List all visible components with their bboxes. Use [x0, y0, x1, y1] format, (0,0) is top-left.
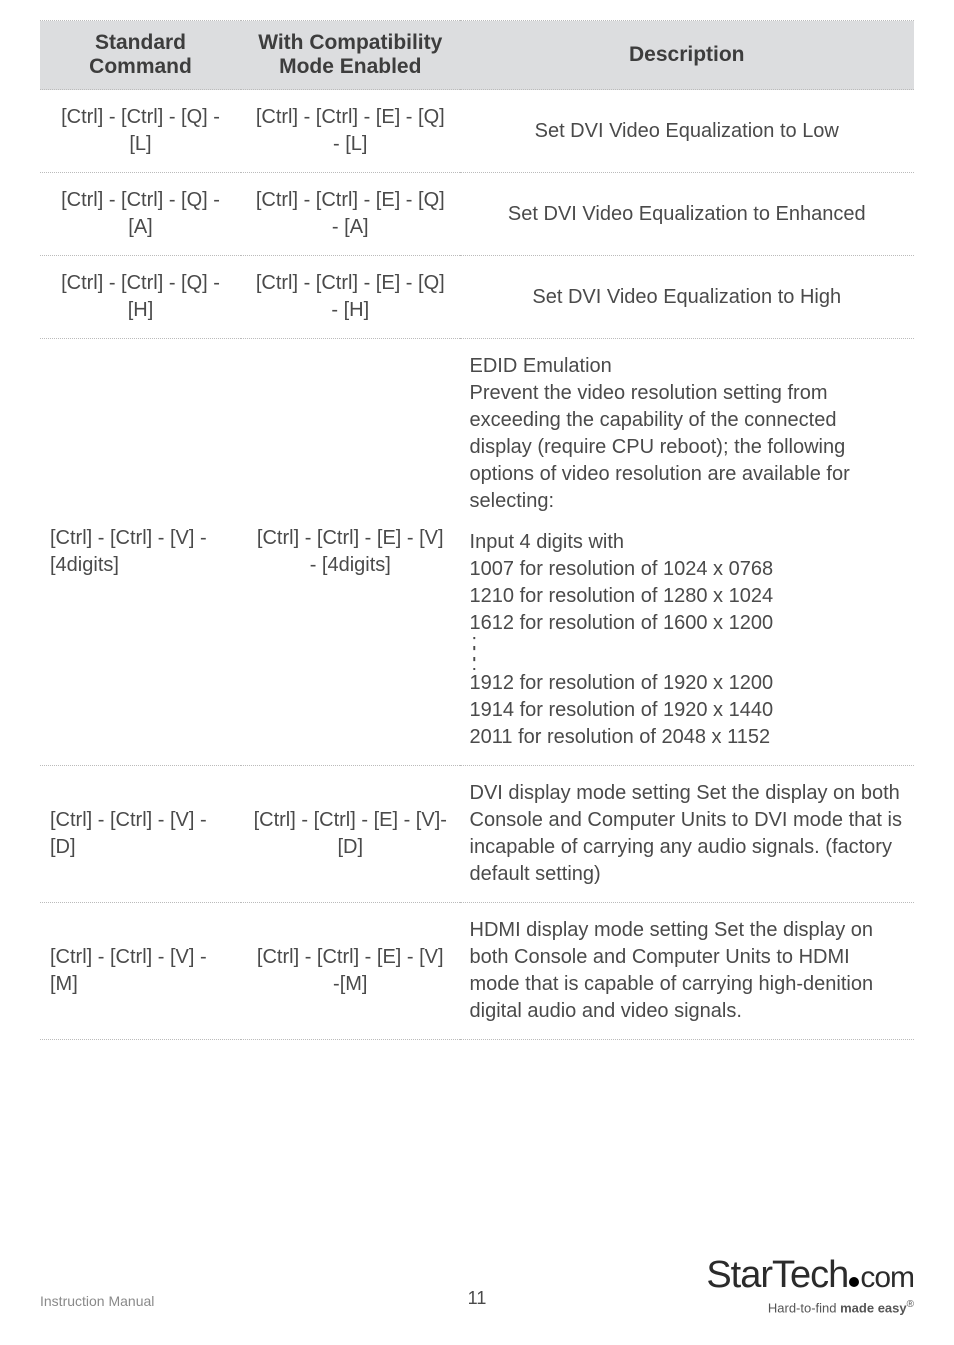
cell-std: [Ctrl] - [Ctrl] - [V] - [4digits] — [40, 339, 241, 766]
ellipsis-icon: : — [470, 648, 904, 659]
edid-res-3: 1612 for resolution of 1600 x 1200 — [470, 612, 774, 634]
tagline-b: made easy — [840, 1300, 907, 1315]
page-number: 11 — [468, 1288, 487, 1309]
cell-std: [Ctrl] - [Ctrl] - [V] - [D] — [40, 766, 241, 903]
logo-text-tech: Tech — [772, 1254, 848, 1297]
cell-mode: [Ctrl] - [Ctrl] - [E] - [Q] - [L] — [241, 90, 460, 173]
edid-title: EDID Emulation — [470, 355, 612, 377]
header-standard: Standard Command — [40, 21, 241, 90]
edid-input-label: Input 4 digits with — [470, 531, 625, 553]
logo-text-com: com — [860, 1261, 914, 1295]
logo-text-star: Star — [706, 1254, 772, 1297]
header-mode: With Compatibility Mode Enabled — [241, 21, 460, 90]
cell-std: [Ctrl] - [Ctrl] - [Q] - [L] — [40, 90, 241, 173]
edid-intro: Prevent the video resolution setting fro… — [470, 382, 850, 512]
table-header-row: Standard Command With Compatibility Mode… — [40, 21, 914, 90]
cell-std: [Ctrl] - [Ctrl] - [Q] - [A] — [40, 173, 241, 256]
edid-res-6: 2011 for resolution of 2048 x 1152 — [470, 726, 771, 748]
logo-dot-icon — [849, 1277, 859, 1287]
edid-res-2: 1210 for resolution of 1280 x 1024 — [470, 585, 774, 607]
cell-mode: [Ctrl] - [Ctrl] - [E] - [Q] - [H] — [241, 256, 460, 339]
cell-mode: [Ctrl] - [Ctrl] - [E] - [V]-[D] — [241, 766, 460, 903]
cell-mode: [Ctrl] - [Ctrl] - [E] - [V] - [4digits] — [241, 339, 460, 766]
cell-mode: [Ctrl] - [Ctrl] - [E] - [V] -[M] — [241, 903, 460, 1040]
brand-logo: Star Tech com Hard-to-find made easy® — [706, 1254, 914, 1315]
cell-desc: HDMI display mode setting Set the displa… — [460, 903, 914, 1040]
table-row: [Ctrl] - [Ctrl] - [Q] - [L] [Ctrl] - [Ct… — [40, 90, 914, 173]
cell-desc: DVI display mode setting Set the display… — [460, 766, 914, 903]
edid-res-4: 1912 for resolution of 1920 x 1200 — [470, 672, 774, 694]
cell-desc: Set DVI Video Equalization to High — [460, 256, 914, 339]
header-description: Description — [460, 21, 914, 90]
cell-mode: [Ctrl] - [Ctrl] - [E] - [Q] - [A] — [241, 173, 460, 256]
edid-res-5: 1914 for resolution of 1920 x 1440 — [470, 699, 774, 721]
table-row: [Ctrl] - [Ctrl] - [V] - [D] [Ctrl] - [Ct… — [40, 766, 914, 903]
tagline-a: Hard-to-find — [768, 1300, 840, 1315]
table-row-edid: [Ctrl] - [Ctrl] - [V] - [4digits] [Ctrl]… — [40, 339, 914, 766]
cell-std: [Ctrl] - [Ctrl] - [Q] - [H] — [40, 256, 241, 339]
ellipsis-icon: : — [470, 637, 904, 648]
cell-desc: Set DVI Video Equalization to Low — [460, 90, 914, 173]
footer-manual-label: Instruction Manual — [40, 1293, 154, 1309]
registered-icon: ® — [907, 1299, 914, 1310]
table-row: [Ctrl] - [Ctrl] - [Q] - [A] [Ctrl] - [Ct… — [40, 173, 914, 256]
cell-desc: Set DVI Video Equalization to Enhanced — [460, 173, 914, 256]
page-footer: Instruction Manual 11 Star Tech com Hard… — [40, 1245, 914, 1315]
cell-std: [Ctrl] - [Ctrl] - [V] - [M] — [40, 903, 241, 1040]
cell-desc: EDID Emulation Prevent the video resolut… — [460, 339, 914, 766]
ellipsis-icon: : — [470, 659, 904, 670]
brand-tagline: Hard-to-find made easy® — [706, 1299, 914, 1315]
table-row: [Ctrl] - [Ctrl] - [Q] - [H] [Ctrl] - [Ct… — [40, 256, 914, 339]
hotkey-table: Standard Command With Compatibility Mode… — [40, 20, 914, 1040]
edid-res-1: 1007 for resolution of 1024 x 0768 — [470, 558, 774, 580]
table-row: [Ctrl] - [Ctrl] - [V] - [M] [Ctrl] - [Ct… — [40, 903, 914, 1040]
